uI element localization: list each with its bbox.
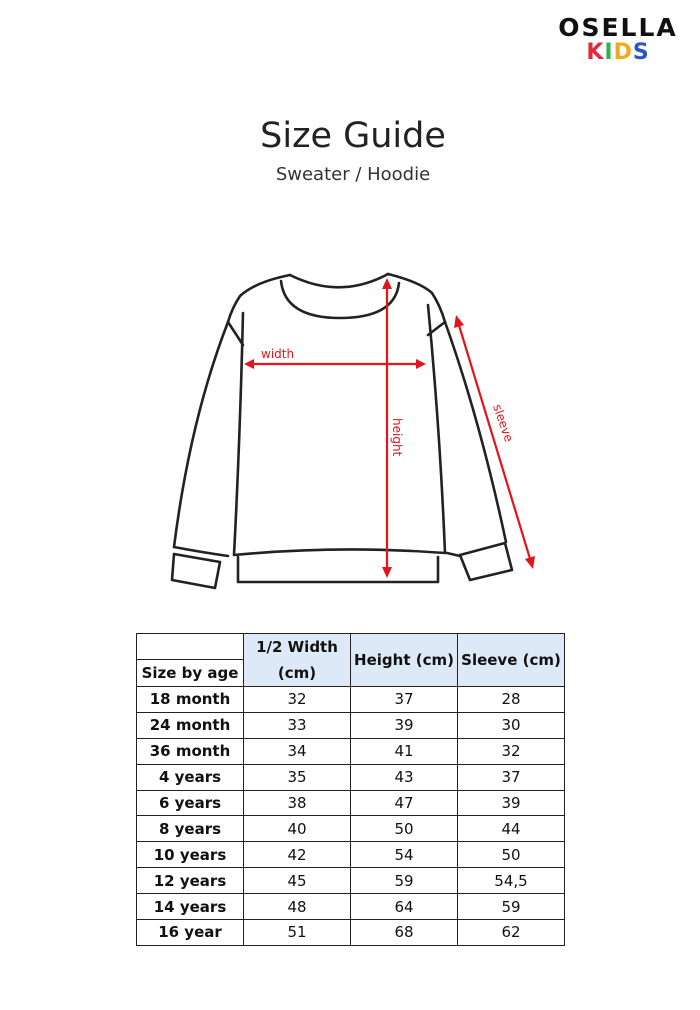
cell-height: 39 [350, 711, 458, 739]
cell-sleeve: 39 [457, 789, 565, 817]
width-arrow-head-right [416, 359, 426, 369]
header-sleeve: Sleeve (cm) [457, 633, 565, 687]
sweater-outline [170, 272, 514, 590]
cell-sleeve: 30 [457, 711, 565, 739]
cell-age: 24 month [136, 711, 244, 739]
header-age: Size by age [136, 659, 244, 687]
cell-height: 68 [350, 919, 458, 946]
table-row: 10 years 42 54 50 [136, 841, 565, 869]
table-row: 12 years 45 59 54,5 [136, 867, 565, 895]
cell-height: 64 [350, 893, 458, 921]
width-arrow-head-left [244, 359, 254, 369]
cell-age: 36 month [136, 737, 244, 765]
sweater-diagram: width height sleeve [170, 272, 535, 590]
table-row: 18 month 32 37 28 [136, 686, 565, 713]
width-label: width [261, 347, 294, 361]
cell-age: 8 years [136, 815, 244, 843]
logo-osella: OSELLA [558, 13, 678, 42]
table-row: 8 years 40 50 44 [136, 815, 565, 843]
logo-kids-letter: D [613, 40, 633, 65]
header-width: 1/2 Width (cm) [243, 633, 351, 687]
sleeve-arrow [456, 321, 533, 563]
cell-width: 32 [243, 686, 351, 713]
cell-width: 38 [243, 789, 351, 817]
cell-width: 48 [243, 893, 351, 921]
page-subtitle: Sweater / Hoodie [275, 164, 431, 185]
logo-kids: KIDS [550, 41, 686, 65]
height-label: height [390, 418, 404, 457]
sleeve-arrow-head-bottom [525, 556, 535, 569]
cell-sleeve: 32 [457, 737, 565, 765]
cell-height: 59 [350, 867, 458, 895]
cell-sleeve: 54,5 [457, 867, 565, 895]
cell-age: 6 years [136, 789, 244, 817]
table-row: 16 year 51 68 62 [136, 919, 565, 946]
cell-width: 42 [243, 841, 351, 869]
cell-age: 18 month [136, 686, 244, 713]
cell-age: 12 years [136, 867, 244, 895]
logo-kids-letter: S [632, 40, 650, 65]
measurement-arrows: width height sleeve [244, 278, 535, 578]
cell-height: 43 [350, 763, 458, 791]
table-row: 14 years 48 64 59 [136, 893, 565, 921]
logo-kids-letter: K [586, 40, 605, 65]
cell-width: 34 [243, 737, 351, 765]
cell-height: 37 [350, 686, 458, 713]
cell-sleeve: 37 [457, 763, 565, 791]
cell-sleeve: 28 [457, 686, 565, 713]
cell-age: 10 years [136, 841, 244, 869]
logo-kids-letter: I [604, 40, 614, 65]
table-row: 6 years 38 47 39 [136, 789, 565, 817]
cell-width: 51 [243, 919, 351, 946]
cell-width: 40 [243, 815, 351, 843]
height-arrow-head-bottom [382, 567, 392, 578]
cell-height: 41 [350, 737, 458, 765]
table-row: 4 years 35 43 37 [136, 763, 565, 791]
page-title: Size Guide [260, 116, 446, 156]
header-blank-cell [136, 633, 244, 660]
table-row: 24 month 33 39 30 [136, 711, 565, 739]
cell-height: 54 [350, 841, 458, 869]
cell-sleeve: 62 [457, 919, 565, 946]
size-table: 1/2 Width (cm) Height (cm) Sleeve (cm) S… [136, 633, 565, 946]
table-row: 36 month 34 41 32 [136, 737, 565, 765]
osella-kids-logo: OSELLA KIDS [550, 14, 686, 65]
cell-sleeve: 44 [457, 815, 565, 843]
cell-width: 35 [243, 763, 351, 791]
cell-sleeve: 50 [457, 841, 565, 869]
height-arrow-head-top [382, 278, 392, 289]
cell-width: 45 [243, 867, 351, 895]
cell-age: 4 years [136, 763, 244, 791]
cell-age: 16 year [136, 919, 244, 946]
sleeve-arrow-head-top [454, 315, 464, 328]
cell-height: 50 [350, 815, 458, 843]
cell-sleeve: 59 [457, 893, 565, 921]
header-height: Height (cm) [350, 633, 458, 687]
cell-width: 33 [243, 711, 351, 739]
cell-height: 47 [350, 789, 458, 817]
header-width-text: 1/2 Width (cm) [256, 638, 338, 682]
cell-age: 14 years [136, 893, 244, 921]
